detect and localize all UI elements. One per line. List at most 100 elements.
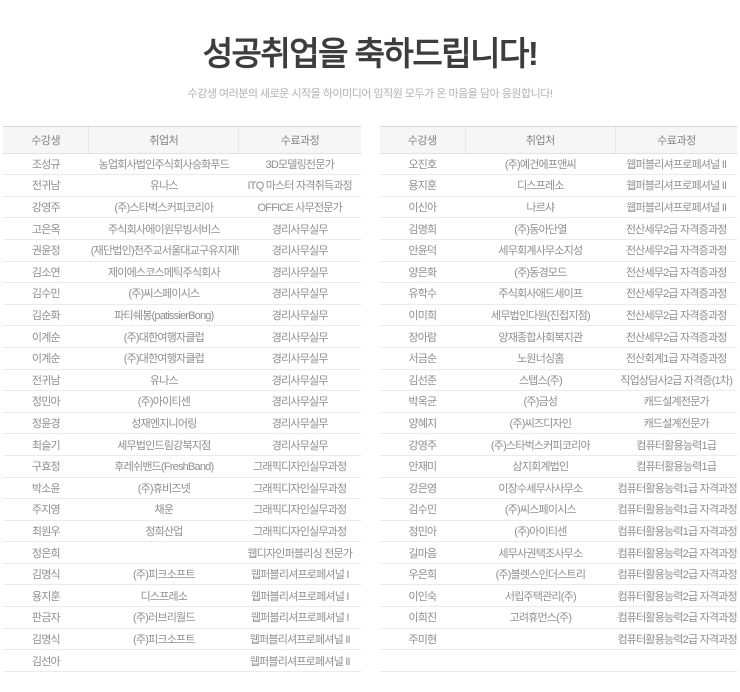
course: 컴퓨터활용능력2급 자격과정 <box>615 606 737 629</box>
table-row: 용지훈 디스프레소 웹퍼블리셔프로페셔널 I <box>3 584 361 608</box>
employer <box>88 541 239 564</box>
course <box>615 649 737 672</box>
course: 경리사무실무 <box>238 261 361 284</box>
table-row: 김명식 (주)피크소프트 웹퍼블리셔프로페셔널 II <box>3 628 361 651</box>
course: 캐드설계전문가 <box>615 412 737 435</box>
employer: 서립주택관리(주) <box>465 584 616 608</box>
course: 그래픽디자인실무과정 <box>238 498 361 521</box>
course: 경리사무실무 <box>238 369 361 392</box>
course: 경리사무실무 <box>238 412 361 435</box>
student-name: 판금자 <box>3 606 89 629</box>
student-name: 김선준 <box>379 369 466 392</box>
course: 전산회계1급 자격증과정 <box>615 347 737 370</box>
employer: 성재엔지니어링 <box>88 412 239 435</box>
student-name: 정민아 <box>379 520 466 543</box>
table-row: 이계순 (주)대한여행자클럽 경리사무실무 <box>3 325 361 348</box>
graduates-table-right: 수강생 취업처 수료과정 오진호 (주)예건에프앤씨 웹퍼블리셔프로페셔널 II 용지… <box>379 125 737 672</box>
graduates-table-left: 수강생 취업처 수료과정 조성규 농업회사법인주식회사승화푸드 3D모델링전문가 전귀… <box>3 125 361 672</box>
course: 컴퓨터활용능력2급 자격과정 <box>615 584 737 608</box>
student-name: 우은희 <box>379 563 466 586</box>
employer: (주)러브리월드 <box>88 606 239 629</box>
student-name: 최원우 <box>3 520 89 543</box>
course: 경리사무실무 <box>238 390 361 413</box>
student-name: 유학수 <box>379 282 466 305</box>
table-row: 주지영 채운 그래픽디자인실무과정 <box>3 498 361 521</box>
table-row: 길마음 세무사권택조사무소 컴퓨터활용능력2급 자격과정 <box>379 541 737 564</box>
employer: 유나스 <box>88 369 239 392</box>
employer: 제이에스코스메틱주식회사 <box>88 261 239 284</box>
table-row: 김선아 웹퍼블리셔프로페셔널 II <box>3 649 361 672</box>
course: 컴퓨터활용능력2급 자격과정 <box>615 563 737 586</box>
student-name: 안재미 <box>379 455 466 478</box>
course: 전산세무2급 자격증과정 <box>615 282 737 305</box>
employer: 유나스 <box>88 174 239 197</box>
employer <box>465 649 616 672</box>
employer: (주)동아단열 <box>465 217 616 240</box>
student-name: 정윤경 <box>3 412 89 435</box>
student-name <box>379 649 466 672</box>
employer: 세무회계사무소지성 <box>465 239 616 262</box>
course: 전산세무2급 자격증과정 <box>615 304 737 327</box>
table-row: 우은희 (주)블렛스인더스트리 컴퓨터활용능력2급 자격과정 <box>379 563 737 586</box>
student-name: 양은화 <box>379 261 466 284</box>
course: 웹퍼블리셔프로페셔널 II <box>615 196 737 219</box>
student-name: 안윤덕 <box>379 239 466 262</box>
student-name: 강영주 <box>3 196 89 219</box>
employer: (주)씨즈디자인 <box>465 412 616 435</box>
employer: 파티쉐봉(patissierBong) <box>88 304 239 327</box>
course: 경리사무실무 <box>238 325 361 348</box>
course: 웹디자인퍼블리싱 전문가 <box>238 541 361 564</box>
course: ITQ 마스터 자격취득과정 <box>238 174 361 197</box>
employer: (주)스타벅스커피코리아 <box>465 433 616 456</box>
column-header-course: 수료과정 <box>614 125 737 154</box>
employer: 주식회사애드세이프 <box>465 282 616 305</box>
table-row: 김선준 스탭스(주) 직업상담사2급 자격증(1차) <box>379 369 737 392</box>
employer: 세무법인드림강북지점 <box>88 433 239 456</box>
table-row: 용지훈 디스프레소 웹퍼블리셔프로페셔널 II <box>379 174 737 197</box>
employer: (주)블렛스인더스트리 <box>465 563 616 586</box>
course: 전산세무2급 자격증과정 <box>615 325 737 348</box>
table-row: 정민아 (주)아이티센 경리사무실무 <box>3 390 361 413</box>
course: 전산세무2급 자격증과정 <box>615 217 737 240</box>
table-row: 서금순 노원너싱홈 전산회계1급 자격증과정 <box>379 347 737 370</box>
tables-container: 수강생 취업처 수료과정 조성규 농업회사법인주식회사승화푸드 3D모델링전문가 전귀… <box>0 125 740 672</box>
employer: 삼지회계법인 <box>465 455 616 478</box>
course: 경리사무실무 <box>238 217 361 240</box>
course: 그래픽디자인실무과정 <box>238 520 361 543</box>
student-name: 전귀남 <box>3 174 89 197</box>
table-row: 양혜지 (주)씨즈디자인 캐드설계전문가 <box>379 412 737 435</box>
course: 컴퓨터활용능력1급 자격과정 <box>615 477 737 500</box>
course: 컴퓨터활용능력1급 자격과정 <box>615 520 737 543</box>
table-row: 권윤정 (재단법인)천주교서울대교구유지재단 경리사무실무 <box>3 239 361 262</box>
employer <box>465 628 616 651</box>
employer: 나르샤 <box>465 196 616 219</box>
course: 경리사무실무 <box>238 282 361 305</box>
course: OFFICE 사무전문가 <box>238 196 361 219</box>
student-name: 김명식 <box>3 628 89 651</box>
table-row: 조성규 농업회사법인주식회사승화푸드 3D모델링전문가 <box>3 153 361 176</box>
employer: 양재종합사회복지관 <box>465 325 616 348</box>
column-header-employer: 취업처 <box>88 125 239 154</box>
table-row: 전귀남 유나스 경리사무실무 <box>3 369 361 392</box>
course: 웹퍼블리셔프로페셔널 I <box>238 584 361 608</box>
student-name: 정민아 <box>3 390 89 413</box>
student-name: 양혜지 <box>379 412 466 435</box>
course: 직업상담사2급 자격증(1차) <box>615 369 737 392</box>
table-row: 정윤경 성재엔지니어링 경리사무실무 <box>3 412 361 435</box>
employer: 농업회사법인주식회사승화푸드 <box>88 153 239 176</box>
table-row: 안재미 삼지회계법인 컴퓨터활용능력1급 <box>379 455 737 478</box>
course: 캐드설계전문가 <box>615 390 737 413</box>
course: 웹퍼블리셔프로페셔널 II <box>615 153 737 176</box>
table-row: 안윤덕 세무회계사무소지성 전산세무2급 자격증과정 <box>379 239 737 262</box>
table-row: 장아람 양재종합사회복지관 전산세무2급 자격증과정 <box>379 325 737 348</box>
page-title: 성공취업을 축하드립니다! <box>202 35 539 72</box>
student-name: 박옥균 <box>379 390 466 413</box>
page-subtitle: 수강생 여러분의 새로운 시작을 하이미디어 임직원 모두가 온 마음을 담아 … <box>187 87 553 100</box>
table-row: 김순화 파티쉐봉(patissierBong) 경리사무실무 <box>3 304 361 327</box>
employer: 세무법인다원(진접지점) <box>465 304 616 327</box>
employer: 디스프레소 <box>88 584 239 608</box>
course: 컴퓨터활용능력1급 <box>615 455 737 478</box>
table-row: 이신아 나르샤 웹퍼블리셔프로페셔널 II <box>379 196 737 219</box>
table-row: 강은영 이장수세무사사무소 컴퓨터활용능력1급 자격과정 <box>379 477 737 500</box>
employer: (주)대한여행자클럽 <box>88 347 239 370</box>
